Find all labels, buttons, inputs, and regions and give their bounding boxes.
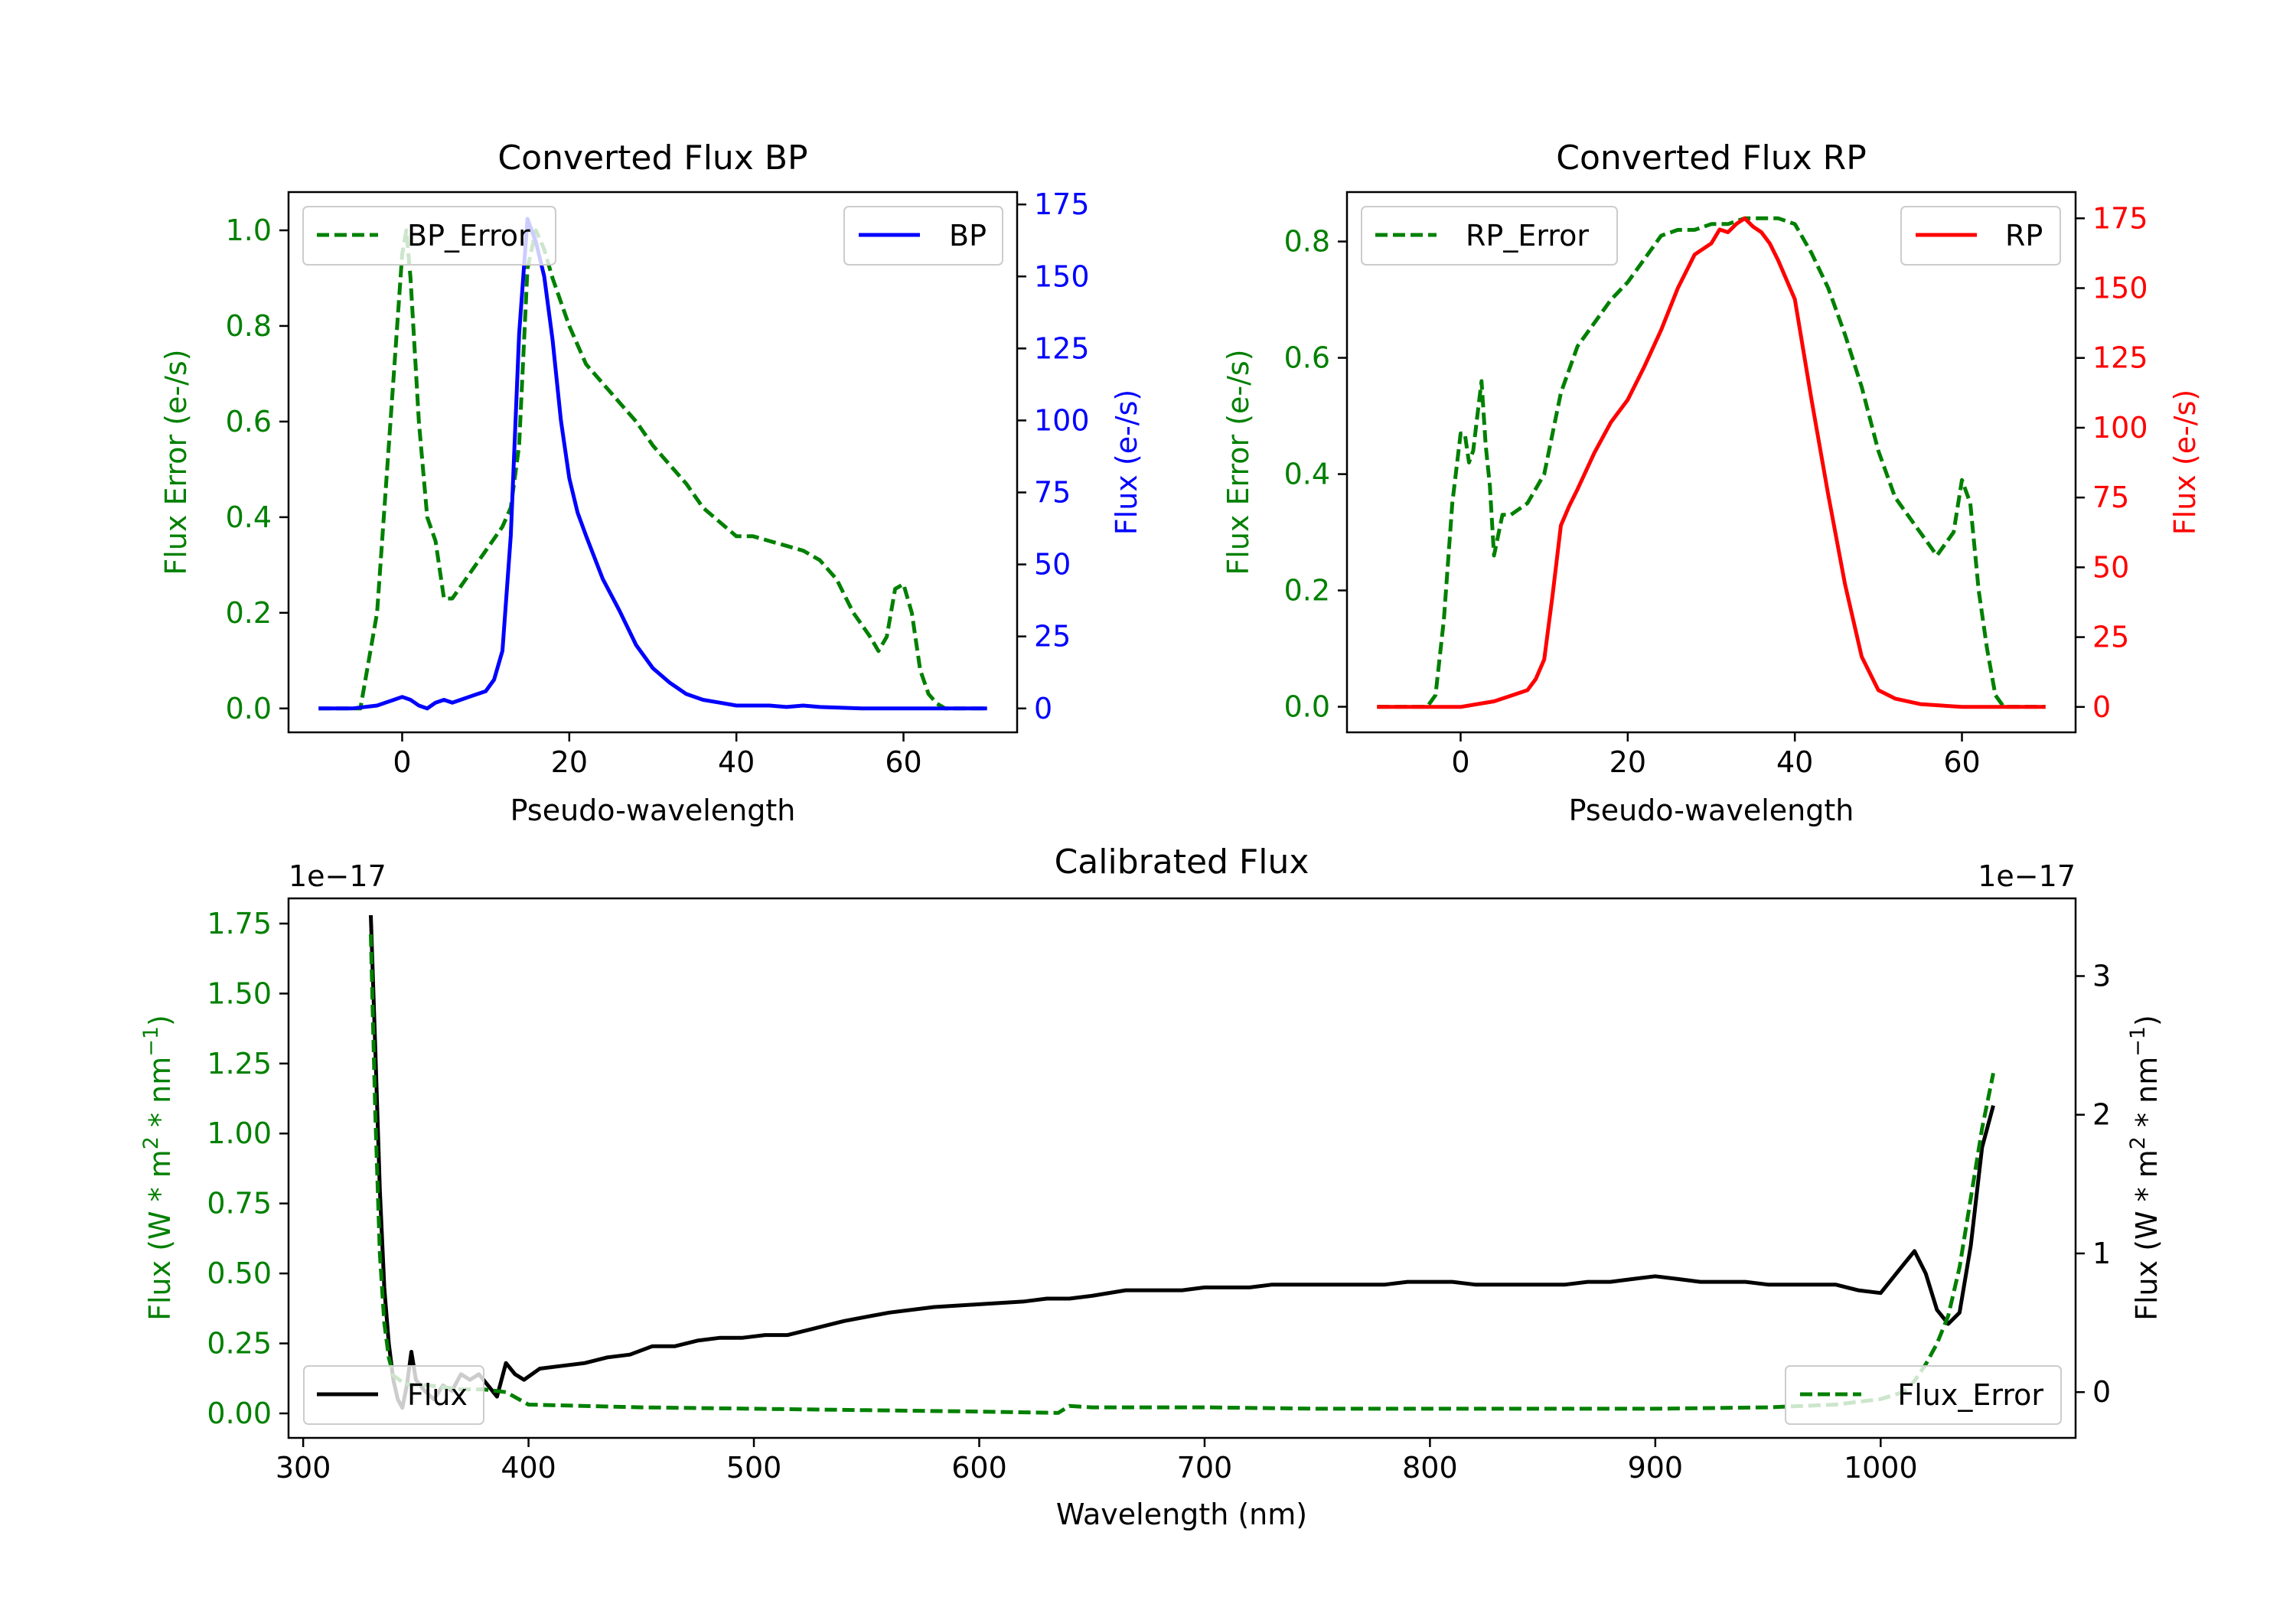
bp-ytick-right-label: 175 (1034, 187, 1090, 221)
bp-ytick-left-label: 0.6 (226, 405, 272, 438)
cal-ytick-right-label: 0 (2092, 1375, 2111, 1409)
rp-ylabel-right: Flux (e-/s) (2168, 390, 2202, 535)
bp-legend-flux: BP (843, 206, 1003, 266)
cal-ytick-left-label: 0.25 (207, 1327, 272, 1361)
cal-xtick-label: 1000 (1844, 1451, 1918, 1485)
cal-panel: Calibrated Flux 1e−17 1e−17 300 400 500 600… (139, 843, 2164, 1531)
rp-xtick-label: 0 (1451, 745, 1469, 779)
bp-ytick-left-label: 1.0 (226, 214, 272, 247)
bp-xtick-label: 20 (551, 745, 588, 779)
cal-ytick-left-label: 1.75 (207, 907, 272, 940)
cal-title: Calibrated Flux (1055, 843, 1309, 882)
rp-legend-error-label: RP_Error (1466, 219, 1589, 253)
cal-tick-layer: 300 400 500 600 700 800 900 1000 0.00 0.25 0.50 0.7… (207, 907, 2111, 1485)
bp-ytick-right-label: 125 (1034, 331, 1090, 365)
bp-ytick-right-label: 25 (1034, 620, 1071, 654)
rp-series-rp-line (1377, 216, 2046, 709)
cal-xtick-label: 500 (726, 1451, 782, 1485)
rp-xtick-label: 60 (1943, 745, 1980, 779)
bp-ytick-right-label: 100 (1034, 403, 1090, 437)
cal-offset-left: 1e−17 (289, 859, 386, 893)
bp-legend-flux-label: BP (949, 219, 987, 253)
cal-ytick-left-label: 1.00 (207, 1116, 272, 1150)
cal-ytick-left-label: 1.25 (207, 1047, 272, 1081)
cal-xtick-label: 400 (501, 1451, 556, 1485)
rp-ytick-right-label: 125 (2092, 341, 2148, 375)
rp-ytick-right-label: 50 (2092, 550, 2129, 584)
bp-ytick-left-label: 0.8 (226, 309, 272, 343)
cal-xtick-label: 700 (1177, 1451, 1233, 1485)
cal-ytick-left-label: 0.50 (207, 1257, 272, 1290)
bp-legend-error-label: BP_Error (407, 219, 530, 253)
bp-series-bp-line (318, 217, 987, 711)
rp-ytick-right-label: 100 (2092, 411, 2148, 445)
rp-ytick-left-label: 0.4 (1284, 458, 1330, 491)
cal-ytick-right-label: 3 (2092, 959, 2111, 993)
rp-ytick-left-label: 0.8 (1284, 225, 1330, 259)
bp-series-layer (318, 217, 987, 711)
rp-xlabel: Pseudo-wavelength (1569, 794, 1854, 827)
bp-series-bp-error-line (318, 228, 987, 711)
bp-tick-layer: 0 20 40 60 0.0 0.2 0.4 0.6 0.8 1.0 0 25 50 75 100 125 15… (226, 187, 1090, 779)
bp-plot-frame (287, 191, 1019, 734)
cal-ytick-right-label: 1 (2092, 1237, 2111, 1270)
bp-ytick-right-label: 50 (1034, 548, 1071, 582)
rp-ytick-right-label: 150 (2092, 272, 2148, 305)
cal-ytick-left-label: 0.75 (207, 1187, 272, 1221)
bp-ylabel-right: Flux (e-/s) (1110, 390, 1143, 535)
cal-xtick-label: 800 (1402, 1451, 1458, 1485)
rp-panel: Converted Flux RP 0 20 40 60 0.0 0.2 0.4 0.6 0.8… (1221, 139, 2202, 827)
bp-ytick-right-label: 0 (1034, 692, 1052, 725)
cal-legend-error-label: Flux_Error (1897, 1378, 2043, 1412)
cal-ytick-left-label: 1.50 (207, 976, 272, 1010)
bp-ylabel-left: Flux Error (e-/s) (159, 349, 193, 575)
cal-ytick-left-label: 0.00 (207, 1397, 272, 1430)
bp-panel: Converted Flux BP 0 20 40 60 0.0 0.2 0.4 0.6 0.8… (159, 139, 1143, 827)
rp-series-layer (1377, 216, 2046, 709)
rp-xtick-label: 20 (1609, 745, 1646, 779)
bp-xtick-label: 40 (718, 745, 755, 779)
cal-xtick-label: 600 (951, 1451, 1007, 1485)
rp-ytick-right-label: 25 (2092, 621, 2129, 654)
rp-ylabel-left: Flux Error (e-/s) (1221, 349, 1255, 575)
rp-ytick-right-label: 0 (2092, 690, 2111, 724)
bp-title: Converted Flux BP (497, 139, 807, 178)
rp-xtick-label: 40 (1776, 745, 1813, 779)
cal-xtick-label: 900 (1628, 1451, 1684, 1485)
cal-offset-right: 1e−17 (1978, 859, 2076, 893)
rp-title: Converted Flux RP (1556, 139, 1867, 178)
rp-legend-flux: RP (1900, 206, 2061, 266)
rp-legend-flux-label: RP (2005, 219, 2043, 253)
cal-ylabel-right: Flux (W * m2 * nm−1) (2126, 1015, 2164, 1321)
bp-legend-error: BP_Error (302, 206, 556, 266)
bp-ytick-left-label: 0.0 (226, 692, 272, 725)
rp-legend-error: RP_Error (1361, 206, 1618, 266)
rp-ytick-right-label: 75 (2092, 481, 2129, 514)
rp-ytick-left-label: 0.2 (1284, 574, 1330, 608)
rp-tick-layer: 0 20 40 60 0.0 0.2 0.4 0.6 0.8 0 25 50 75 100 125 150 17… (1284, 201, 2148, 779)
cal-plot-frame (287, 897, 2077, 1439)
bp-ytick-left-label: 0.2 (226, 596, 272, 630)
rp-ytick-left-label: 0.0 (1284, 690, 1330, 724)
cal-legend-flux: Flux (303, 1365, 484, 1425)
rp-ytick-right-label: 175 (2092, 201, 2148, 235)
rp-plot-frame (1345, 191, 2077, 734)
cal-xlabel: Wavelength (nm) (1056, 1498, 1307, 1531)
cal-ytick-right-label: 2 (2092, 1098, 2111, 1132)
bp-ytick-left-label: 0.4 (226, 500, 272, 534)
rp-ytick-left-label: 0.6 (1284, 341, 1330, 375)
cal-legend-flux-label: Flux (407, 1378, 468, 1412)
bp-xtick-label: 0 (393, 745, 411, 779)
bp-xtick-label: 60 (885, 745, 921, 779)
cal-xtick-label: 300 (276, 1451, 331, 1485)
bp-xlabel: Pseudo-wavelength (510, 794, 796, 827)
cal-legend-error: Flux_Error (1785, 1365, 2062, 1425)
bp-ytick-right-label: 150 (1034, 259, 1090, 293)
cal-ylabel-left: Flux (W * m2 * nm−1) (139, 1015, 177, 1321)
rp-series-rp-error-line (1377, 216, 2046, 709)
bp-ytick-right-label: 75 (1034, 476, 1071, 510)
